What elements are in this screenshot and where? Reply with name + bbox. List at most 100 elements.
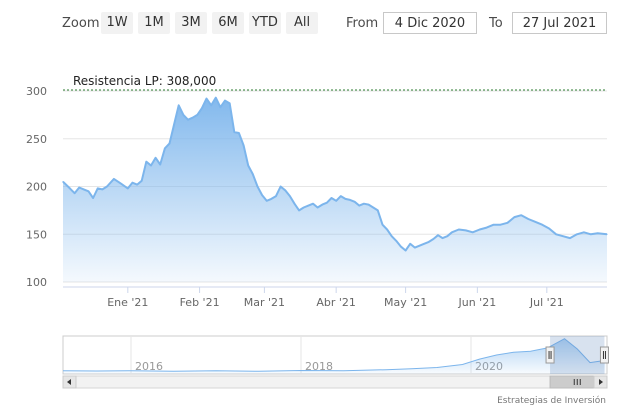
data-point (520, 214, 522, 216)
data-point (233, 131, 235, 133)
data-point (606, 233, 608, 235)
data-point (340, 195, 342, 197)
x-tick-label: Jul '21 (529, 296, 564, 309)
from-label: From (346, 16, 379, 31)
data-point (131, 182, 133, 184)
data-point (97, 187, 99, 189)
data-point (215, 97, 217, 99)
data-point (270, 198, 272, 200)
x-tick-label: Feb '21 (180, 296, 220, 309)
data-point (238, 132, 240, 134)
data-point (201, 107, 203, 109)
data-point (363, 203, 365, 205)
data-point (243, 144, 245, 146)
data-point (391, 235, 393, 237)
scrollbar-thumb[interactable] (549, 375, 605, 389)
data-point (506, 222, 509, 224)
zoom-button-all[interactable]: All (286, 12, 318, 34)
scrollbar-track[interactable] (62, 375, 608, 389)
data-point (293, 203, 296, 205)
zoom-button-6m[interactable]: 6M (212, 12, 244, 34)
navigator-handle-left[interactable] (545, 346, 555, 364)
to-date-input[interactable]: 27 Jul 2021 (512, 12, 607, 34)
data-point (330, 197, 333, 199)
data-point (562, 235, 564, 237)
data-point (437, 234, 439, 236)
data-point (583, 231, 585, 233)
data-point (275, 195, 277, 197)
data-point (377, 209, 379, 211)
data-point (400, 246, 402, 248)
data-point (386, 228, 388, 231)
data-point (405, 249, 407, 252)
data-point (548, 227, 550, 230)
data-point (414, 247, 416, 249)
data-point (597, 232, 599, 234)
data-point (261, 194, 263, 196)
data-point (178, 104, 180, 106)
data-point (321, 204, 323, 206)
data-point (465, 229, 467, 231)
data-point (344, 198, 346, 200)
data-point (78, 186, 80, 189)
zoom-button-3m[interactable]: 3M (175, 12, 207, 34)
data-point (432, 238, 434, 240)
data-point (219, 106, 221, 108)
data-point (458, 228, 460, 231)
navigator-frame (62, 335, 608, 375)
data-point (205, 98, 208, 100)
credits-link[interactable]: Estrategias de Inversión (497, 396, 606, 406)
price-line (62, 96, 608, 252)
arrow-left-icon (67, 379, 71, 385)
data-point (493, 224, 495, 226)
zoom-button-1w[interactable]: 1W (101, 12, 133, 34)
scrollbar-right-button[interactable] (593, 375, 608, 389)
data-point (266, 200, 268, 202)
data-point (541, 224, 543, 226)
to-label: To (489, 16, 503, 31)
data-point (289, 195, 291, 197)
data-point (451, 231, 453, 233)
data-point (196, 114, 198, 116)
x-tick-label: Jun '21 (458, 296, 497, 309)
data-point (83, 188, 85, 190)
x-tick-label: May '21 (384, 296, 427, 309)
data-point (326, 202, 328, 204)
data-point (527, 218, 529, 220)
data-point (486, 227, 488, 229)
zoom-button-1m[interactable]: 1M (138, 12, 170, 34)
zoom-label: Zoom (62, 16, 100, 31)
data-point (472, 231, 474, 233)
data-point (136, 184, 138, 186)
data-point (62, 181, 64, 183)
zoom-button-ytd[interactable]: YTD (249, 12, 281, 34)
data-point (69, 187, 71, 189)
data-point (74, 192, 76, 194)
data-point (173, 123, 175, 125)
data-point (358, 205, 360, 207)
navigator-year-label: 2018 (305, 360, 333, 373)
data-point (182, 114, 184, 116)
data-point (224, 100, 226, 102)
navigator-handle-right[interactable] (599, 346, 609, 364)
scrollbar-left-button[interactable] (62, 375, 77, 389)
y-tick-label: 150 (26, 228, 47, 241)
data-point (256, 185, 259, 188)
data-point (590, 233, 592, 235)
data-point (101, 188, 103, 190)
data-point (280, 185, 282, 188)
arrow-right-icon (599, 379, 603, 385)
data-point (368, 204, 370, 206)
x-tick-label: Ene '21 (107, 296, 148, 309)
data-point (335, 200, 337, 202)
from-date-input[interactable]: 4 Dic 2020 (383, 12, 477, 34)
navigator-selected-range[interactable] (550, 336, 605, 374)
data-point (141, 180, 143, 182)
data-point (312, 203, 314, 205)
data-point (145, 161, 147, 163)
data-point (187, 119, 189, 121)
data-point (87, 190, 90, 192)
range-selector-toolbar: Zoom 1W 1M 3M 6M YTD All From 4 Dic 2020… (0, 0, 618, 46)
y-tick-label: 250 (26, 133, 47, 146)
data-point (155, 157, 157, 159)
